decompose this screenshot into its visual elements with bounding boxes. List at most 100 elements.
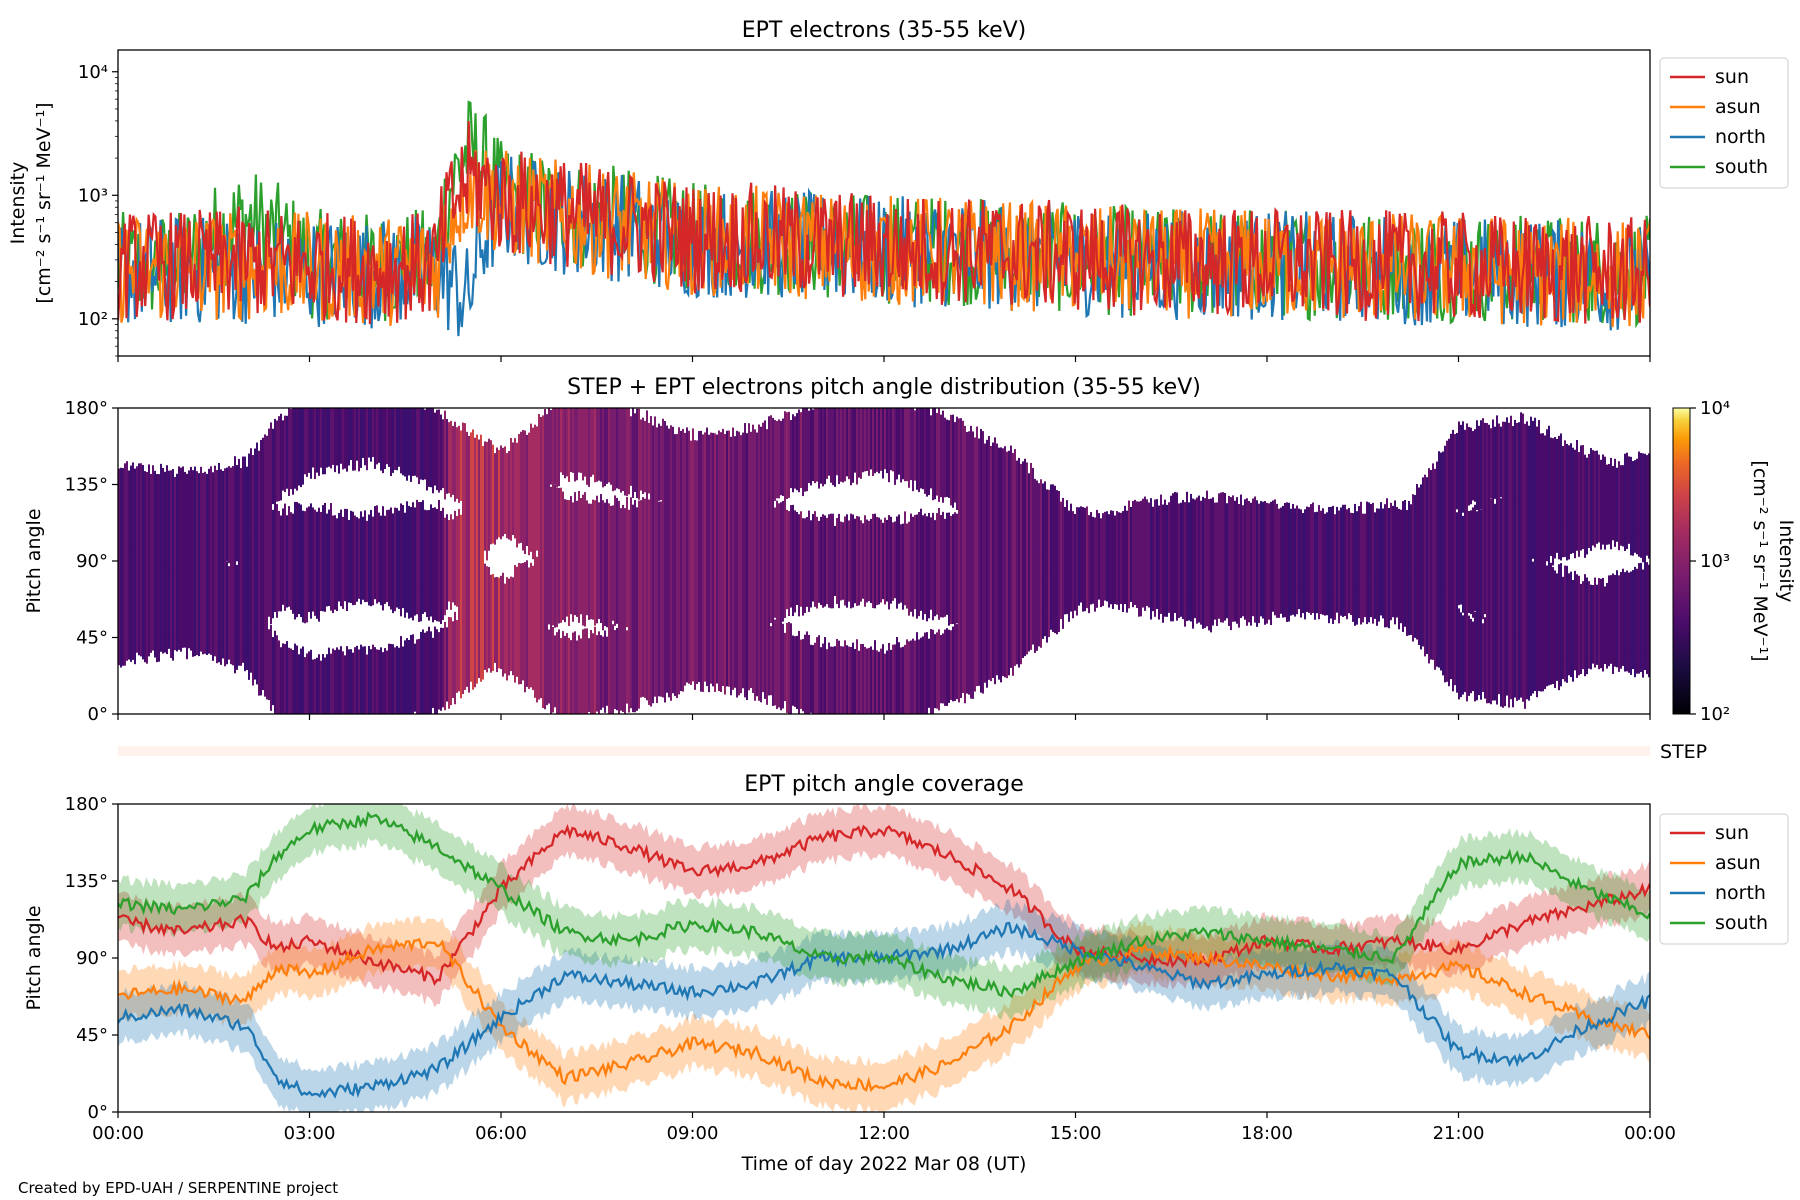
heatmap-cell bbox=[336, 408, 338, 466]
heatmap-cell bbox=[908, 408, 910, 488]
heatmap-cell bbox=[544, 545, 546, 639]
heatmap-cell bbox=[636, 408, 638, 499]
heatmap-cell bbox=[404, 512, 406, 585]
heatmap-cell bbox=[1048, 489, 1050, 564]
heatmap-cell bbox=[332, 408, 334, 465]
heatmap-cell bbox=[1520, 554, 1522, 634]
heatmap-cell bbox=[558, 629, 560, 714]
heatmap-cell bbox=[830, 408, 832, 483]
heatmap-cell bbox=[564, 408, 566, 479]
heatmap-cell bbox=[682, 607, 684, 692]
heatmap-cell bbox=[776, 500, 778, 587]
heatmap-cell bbox=[798, 514, 800, 591]
heatmap-cell bbox=[972, 431, 974, 513]
heatmap-cell bbox=[374, 647, 376, 714]
coverage-line-south bbox=[118, 810, 1650, 999]
heatmap-cell bbox=[1224, 493, 1226, 584]
heatmap-cell bbox=[136, 466, 138, 551]
heatmap-cell bbox=[956, 416, 958, 510]
heatmap-cell bbox=[584, 408, 586, 477]
heatmap-cell bbox=[962, 511, 964, 584]
heatmap-cell bbox=[788, 511, 790, 586]
heatmap-cell bbox=[1064, 506, 1066, 577]
heatmap-cell bbox=[1562, 576, 1564, 645]
heatmap-cell bbox=[452, 519, 454, 603]
heatmap-cell bbox=[554, 542, 556, 628]
heatmap-cell bbox=[478, 599, 480, 679]
heatmap-cell bbox=[1542, 474, 1544, 570]
heatmap-cell bbox=[888, 408, 890, 483]
heatmap-cell bbox=[1504, 614, 1506, 707]
heatmap-cell bbox=[674, 547, 676, 638]
heatmap-cell bbox=[408, 639, 410, 714]
heatmap-cell bbox=[704, 613, 706, 682]
heatmap-cell bbox=[220, 469, 222, 544]
heatmap-cell bbox=[422, 408, 424, 481]
heatmap-cell bbox=[546, 414, 548, 488]
heatmap-cell bbox=[258, 547, 260, 634]
heatmap-cell bbox=[1444, 445, 1446, 532]
heatmap-cell bbox=[570, 408, 572, 473]
heatmap-cell bbox=[554, 408, 556, 485]
y-tick-label: 0° bbox=[88, 1102, 108, 1123]
heatmap-cell bbox=[596, 635, 598, 712]
heatmap-cell bbox=[660, 425, 662, 501]
heatmap-cell bbox=[340, 408, 342, 464]
heatmap-cell bbox=[924, 632, 926, 714]
heatmap-cell bbox=[1534, 483, 1536, 565]
heatmap-cell bbox=[504, 446, 506, 535]
heatmap-cell bbox=[690, 440, 692, 510]
heatmap-cell bbox=[1440, 452, 1442, 537]
heatmap-cell bbox=[538, 482, 540, 553]
heatmap-cell bbox=[1016, 460, 1018, 534]
heatmap-cell bbox=[822, 521, 824, 601]
heatmap-cell bbox=[396, 508, 398, 591]
heatmap-cell bbox=[120, 467, 122, 546]
heatmap-cell bbox=[336, 518, 338, 587]
heatmap-cell bbox=[926, 408, 928, 497]
heatmap-cell bbox=[1426, 477, 1428, 554]
heatmap-cell bbox=[368, 514, 370, 595]
heatmap-cell bbox=[534, 475, 536, 555]
heatmap-cell bbox=[1514, 419, 1516, 501]
heatmap-cell bbox=[1556, 573, 1558, 644]
heatmap-cell bbox=[944, 629, 946, 706]
heatmap-cell bbox=[554, 635, 556, 708]
heatmap-cell bbox=[894, 408, 896, 485]
heatmap-cell bbox=[970, 425, 972, 516]
heatmap-cell bbox=[508, 578, 510, 654]
heatmap-cell bbox=[1072, 511, 1074, 588]
heatmap-cell bbox=[1596, 584, 1598, 662]
heatmap-cell bbox=[792, 414, 794, 493]
heatmap-cell bbox=[916, 514, 918, 599]
heatmap-cell bbox=[366, 654, 368, 714]
heatmap-cell bbox=[856, 516, 858, 606]
heatmap-cell bbox=[378, 649, 380, 714]
heatmap-cell bbox=[428, 408, 430, 487]
heatmap-cell bbox=[214, 465, 216, 550]
heatmap-cell bbox=[408, 408, 410, 476]
heatmap-cell bbox=[352, 652, 354, 714]
heatmap-cell bbox=[468, 601, 470, 693]
heatmap-cell bbox=[416, 639, 418, 714]
heatmap-cell bbox=[1594, 577, 1596, 668]
heatmap-cell bbox=[1030, 462, 1032, 558]
heatmap-cell bbox=[1094, 518, 1096, 592]
heatmap-cell bbox=[864, 519, 866, 603]
heatmap-cell bbox=[964, 425, 966, 510]
heatmap-cell bbox=[1490, 613, 1492, 705]
heatmap-cell bbox=[1524, 423, 1526, 496]
heatmap-cell bbox=[1074, 515, 1076, 587]
heatmap-cell bbox=[762, 501, 764, 574]
legend-label-sun: sun bbox=[1715, 822, 1749, 844]
heatmap-cell bbox=[262, 437, 264, 522]
heatmap-cell bbox=[638, 500, 640, 583]
heatmap-cell bbox=[796, 413, 798, 491]
heatmap-cell bbox=[818, 524, 820, 596]
heatmap-cell bbox=[384, 648, 386, 714]
heatmap-cell bbox=[658, 501, 660, 571]
heatmap-cell bbox=[732, 612, 734, 690]
heatmap-cell bbox=[1514, 626, 1516, 698]
heatmap-cell bbox=[756, 493, 758, 578]
heatmap-cell bbox=[828, 642, 830, 714]
